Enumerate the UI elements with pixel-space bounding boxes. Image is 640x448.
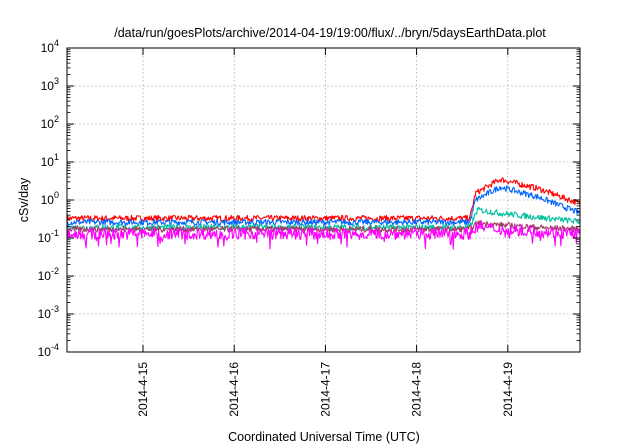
- x-tick-label: 2014-4-16: [227, 362, 241, 417]
- y-tick-label: 103: [41, 76, 59, 93]
- series-layer: [66, 177, 581, 250]
- x-axis-label: Coordinated Universal Time (UTC): [228, 430, 420, 444]
- grid: [67, 48, 580, 352]
- series-line-5: [66, 220, 581, 250]
- x-tick-label: 2014-4-17: [318, 362, 332, 417]
- y-tick-label: 10-4: [38, 342, 59, 359]
- y-tick-label: 100: [41, 190, 59, 207]
- y-tick-labels: 10-4 10-3 10-2 10-1 100 101 102 103 104: [38, 38, 59, 359]
- x-tick-label: 2014-4-18: [410, 362, 424, 417]
- y-tick-label: 10-1: [38, 228, 59, 245]
- x-tick-label: 2014-4-19: [501, 362, 515, 417]
- y-tick-label: 10-2: [38, 266, 59, 283]
- axis-ticks: [67, 47, 580, 353]
- y-axis-label: cSv/day: [17, 177, 31, 222]
- series-line-2: [66, 185, 581, 226]
- y-tick-label: 101: [41, 152, 59, 169]
- x-tick-labels: 2014-4-15 2014-4-16 2014-4-17 2014-4-18 2014…: [136, 362, 515, 417]
- y-tick-label: 102: [41, 114, 59, 131]
- series-line-3: [66, 206, 581, 231]
- series-line-1: [66, 177, 581, 222]
- chart-title: /data/run/goesPlots/archive/2014-04-19/1…: [114, 26, 546, 40]
- y-tick-label: 104: [41, 38, 59, 55]
- x-tick-label: 2014-4-15: [136, 362, 150, 417]
- y-tick-label: 10-3: [38, 304, 59, 321]
